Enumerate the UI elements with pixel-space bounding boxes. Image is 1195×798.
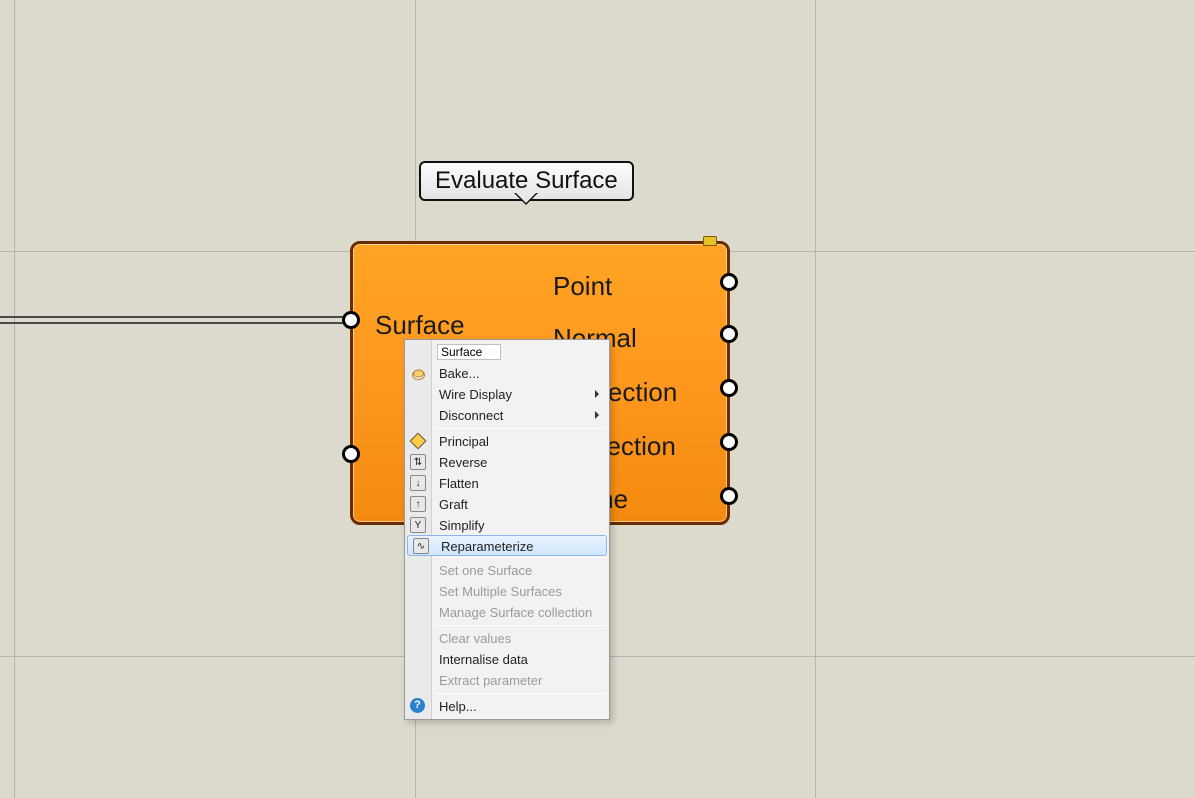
menu-item-label: Set Multiple Surfaces	[439, 584, 562, 599]
node-output-port[interactable]	[720, 325, 738, 343]
menu-item-label: Reverse	[439, 455, 487, 470]
box-graph-icon: ∿	[413, 538, 430, 555]
menu-item-label: Reparameterize	[441, 539, 534, 554]
node-output-port[interactable]	[720, 433, 738, 451]
submenu-arrow-icon	[595, 411, 603, 419]
node-input-label[interactable]: Surface	[375, 310, 465, 341]
input-wire[interactable]	[0, 316, 347, 324]
menu-item-label: Internalise data	[439, 652, 528, 667]
node-output-port[interactable]	[720, 379, 738, 397]
menu-item-extract-parameter: Extract parameter	[405, 670, 609, 691]
menu-item-clear-values: Clear values	[405, 628, 609, 649]
menu-item-label: Bake...	[439, 366, 479, 381]
menu-item-flatten[interactable]: ↓ Flatten	[405, 473, 609, 494]
menu-item-label: Principal	[439, 434, 489, 449]
menu-item-label: Flatten	[439, 476, 479, 491]
principal-icon	[410, 433, 427, 450]
menu-item-label: Graft	[439, 497, 468, 512]
menu-item-help[interactable]: ? Help...	[405, 696, 609, 717]
menu-item-surface[interactable]	[405, 342, 609, 363]
menu-item-label: Wire Display	[439, 387, 512, 402]
menu-item-label: Clear values	[439, 631, 511, 646]
menu-item-bake[interactable]: Bake...	[405, 363, 609, 384]
menu-item-label: Help...	[439, 699, 477, 714]
menu-separator	[435, 693, 607, 694]
menu-separator	[435, 557, 607, 558]
menu-item-principal[interactable]: Principal	[405, 431, 609, 452]
menu-item-set-multiple-surfaces: Set Multiple Surfaces	[405, 581, 609, 602]
menu-item-simplify[interactable]: Y Simplify	[405, 515, 609, 536]
menu-param-name-input[interactable]	[437, 344, 501, 360]
menu-item-reverse[interactable]: ⇅ Reverse	[405, 452, 609, 473]
node-output-port[interactable]	[720, 273, 738, 291]
menu-item-label: Set one Surface	[439, 563, 532, 578]
box-y-icon: Y	[410, 517, 427, 534]
box-down-icon: ↓	[410, 475, 427, 492]
menu-item-internalise-data[interactable]: Internalise data	[405, 649, 609, 670]
menu-separator	[435, 625, 607, 626]
menu-item-manage-surface-collection: Manage Surface collection	[405, 602, 609, 623]
menu-item-wire-display[interactable]: Wire Display	[405, 384, 609, 405]
menu-item-label: Simplify	[439, 518, 485, 533]
node-input-port[interactable]	[342, 311, 360, 329]
node-input-port[interactable]	[342, 445, 360, 463]
menu-item-disconnect[interactable]: Disconnect	[405, 405, 609, 426]
node-tab-icon	[703, 236, 717, 246]
help-icon: ?	[410, 698, 427, 715]
context-menu[interactable]: Bake... Wire Display Disconnect Principal ⇅ R…	[404, 339, 610, 720]
node-output-label[interactable]: Point	[553, 271, 612, 302]
canvas-grid-line	[14, 0, 15, 798]
canvas-grid-line	[815, 0, 816, 798]
box-icon: ⇅	[410, 454, 427, 471]
menu-item-label: Disconnect	[439, 408, 503, 423]
bake-icon	[410, 365, 427, 382]
submenu-arrow-icon	[595, 390, 603, 398]
box-up-icon: ↑	[410, 496, 427, 513]
menu-item-set-one-surface: Set one Surface	[405, 560, 609, 581]
menu-item-label: Extract parameter	[439, 673, 542, 688]
node-output-port[interactable]	[720, 487, 738, 505]
tooltip-text: Evaluate Surface	[435, 167, 618, 194]
menu-item-label: Manage Surface collection	[439, 605, 592, 620]
node-tooltip: Evaluate Surface	[419, 161, 634, 201]
menu-item-reparameterize[interactable]: ∿ Reparameterize	[407, 535, 607, 556]
menu-separator	[435, 428, 607, 429]
menu-item-graft[interactable]: ↑ Graft	[405, 494, 609, 515]
